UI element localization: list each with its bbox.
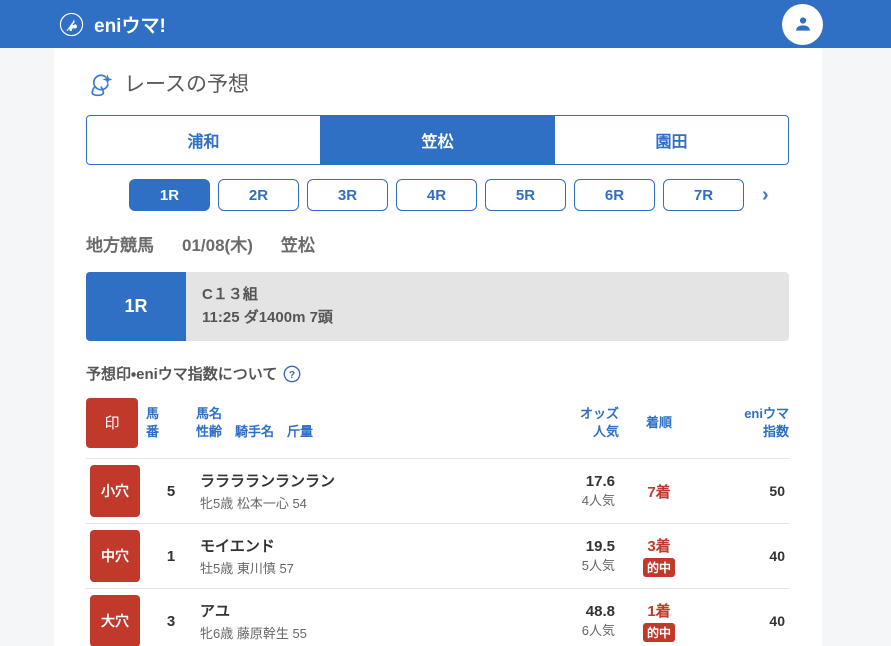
svg-text:?: ? bbox=[289, 369, 295, 380]
